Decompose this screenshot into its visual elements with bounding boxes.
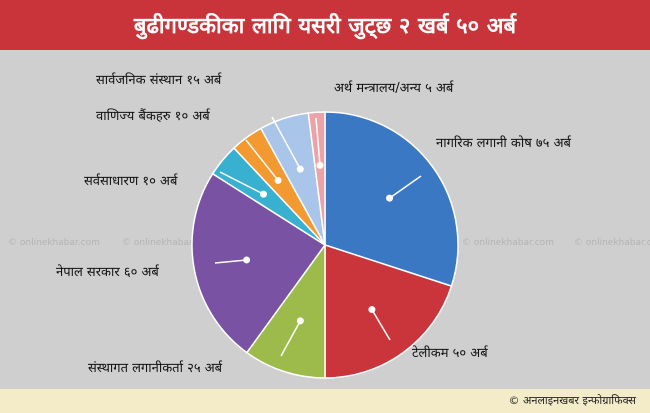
leader-line [271, 116, 301, 170]
footer-credit: © अनलाइनखबर इन्फोग्राफिक्स [508, 394, 636, 407]
watermark: © onlinekhabar.com [8, 238, 100, 248]
leader-line [219, 171, 264, 195]
slice-label: वाणिज्य बैंकहरु १० अर्ब [96, 108, 211, 124]
slice-label: टेलीकम ५० अर्ब [412, 345, 489, 361]
pie-slice [324, 243, 453, 379]
chart-title: बुढीगण्डकीका लागि यसरी जुट्छ २ खर्ब ५० अ… [133, 14, 517, 39]
slice-label: नागरिक लगानी कोष ७५ अर्ब [436, 135, 572, 151]
leader-line [214, 259, 247, 264]
pie-slice [245, 242, 326, 379]
pie-slice [191, 172, 327, 354]
leader-line [280, 320, 301, 357]
leader-dot [386, 194, 394, 202]
slice-label: सार्वजनिक संस्थान १५ अर्ब [96, 72, 222, 88]
footer: © अनलाइनखबर इन्फोग्राफिक्स [0, 389, 650, 413]
slice-label: नेपाल सरकार ६० अर्ब [56, 264, 160, 280]
leader-dot [243, 256, 251, 264]
slice-label: सर्वसाधारण १० अर्ब [84, 173, 178, 189]
leader-dot [296, 317, 304, 325]
leader-line [315, 117, 321, 166]
leader-line [371, 309, 391, 341]
watermark: © onlinekhabar.com [574, 238, 650, 248]
leader-line [245, 139, 279, 181]
leader-dot [274, 176, 282, 184]
leader-dot [368, 306, 376, 314]
leader-line [389, 175, 422, 199]
slice-label: अर्थ मन्त्रालय/अन्य ५ अर्ब [334, 80, 454, 96]
leader-dot [316, 161, 324, 169]
slice-label: संस्थागत लगानीकर्ता २५ अर्ब [88, 360, 223, 376]
leader-dot [296, 165, 304, 173]
watermark: © onlinekhabar.com [462, 238, 554, 248]
title-bar: बुढीगण्डकीका लागि यसरी जुट्छ २ खर्ब ५० अ… [0, 0, 650, 50]
leader-dot [260, 190, 268, 198]
pie-slice [307, 111, 326, 246]
